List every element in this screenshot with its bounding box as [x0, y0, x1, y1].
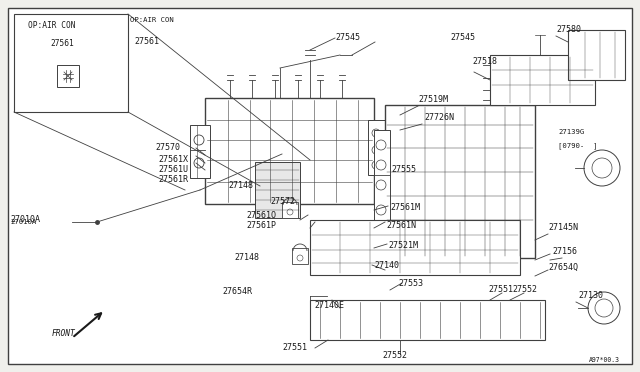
- Text: 27140E: 27140E: [314, 301, 344, 311]
- Text: 27145N: 27145N: [548, 224, 578, 232]
- Circle shape: [376, 160, 386, 170]
- Text: 27555: 27555: [391, 166, 416, 174]
- Circle shape: [376, 180, 386, 190]
- Bar: [310, 220, 520, 275]
- Text: 27561N: 27561N: [386, 221, 416, 231]
- Text: 27010A: 27010A: [10, 215, 40, 224]
- Text: 27551: 27551: [282, 343, 307, 353]
- Text: OP:AIR CON: OP:AIR CON: [130, 17, 173, 23]
- Circle shape: [584, 150, 620, 186]
- Bar: [282, 202, 298, 218]
- Text: 27553: 27553: [398, 279, 423, 289]
- Text: 27148: 27148: [234, 253, 259, 263]
- Bar: [374, 130, 390, 232]
- Bar: [310, 300, 545, 340]
- Bar: [490, 55, 595, 105]
- Bar: [14, 14, 128, 112]
- Circle shape: [297, 255, 303, 261]
- Text: 27654Q: 27654Q: [548, 263, 578, 272]
- Circle shape: [287, 209, 293, 215]
- Text: FRONT: FRONT: [52, 330, 76, 339]
- Text: [0790-  ]: [0790- ]: [558, 142, 597, 150]
- Circle shape: [194, 135, 204, 145]
- Text: 27552: 27552: [382, 352, 407, 360]
- Text: 27561R: 27561R: [158, 176, 188, 185]
- Polygon shape: [255, 162, 300, 218]
- Text: 27561X: 27561X: [158, 155, 188, 164]
- Circle shape: [376, 140, 386, 150]
- Bar: [368, 120, 385, 175]
- Text: 27726N: 27726N: [424, 113, 454, 122]
- Circle shape: [372, 161, 380, 169]
- Text: 27521M: 27521M: [388, 241, 418, 250]
- Text: 27552: 27552: [512, 285, 537, 295]
- Text: 27139G: 27139G: [558, 129, 584, 135]
- Bar: [292, 248, 308, 264]
- Bar: [205, 98, 374, 204]
- FancyBboxPatch shape: [57, 65, 79, 87]
- Text: 27561: 27561: [134, 38, 159, 46]
- Text: 27551: 27551: [488, 285, 513, 295]
- Text: A97*00.3: A97*00.3: [589, 357, 620, 363]
- Circle shape: [376, 205, 386, 215]
- Text: 27654R: 27654R: [222, 288, 252, 296]
- Text: 27561: 27561: [50, 39, 74, 48]
- Circle shape: [588, 292, 620, 324]
- Bar: [568, 30, 625, 80]
- Text: 27010A: 27010A: [10, 219, 36, 225]
- Text: 27156: 27156: [552, 247, 577, 257]
- Text: 27570: 27570: [155, 144, 180, 153]
- Text: 27519M: 27519M: [418, 96, 448, 105]
- Circle shape: [194, 158, 204, 168]
- Text: 27561U: 27561U: [158, 166, 188, 174]
- Bar: [190, 125, 210, 178]
- Text: 27518: 27518: [472, 58, 497, 67]
- Text: 27580: 27580: [556, 26, 581, 35]
- Text: 27561P: 27561P: [246, 221, 276, 231]
- Text: 27545: 27545: [450, 33, 475, 42]
- Circle shape: [592, 158, 612, 178]
- Circle shape: [372, 146, 380, 154]
- Text: 27561M: 27561M: [390, 203, 420, 212]
- Text: 27130: 27130: [578, 292, 603, 301]
- Text: 27572: 27572: [270, 198, 295, 206]
- Circle shape: [595, 299, 613, 317]
- Text: 27140: 27140: [374, 260, 399, 269]
- Bar: [385, 105, 535, 258]
- Circle shape: [372, 129, 380, 137]
- Text: 27561O: 27561O: [246, 211, 276, 219]
- Text: OP:AIR CON: OP:AIR CON: [28, 22, 76, 31]
- Text: 27545: 27545: [335, 33, 360, 42]
- Text: 27148: 27148: [228, 182, 253, 190]
